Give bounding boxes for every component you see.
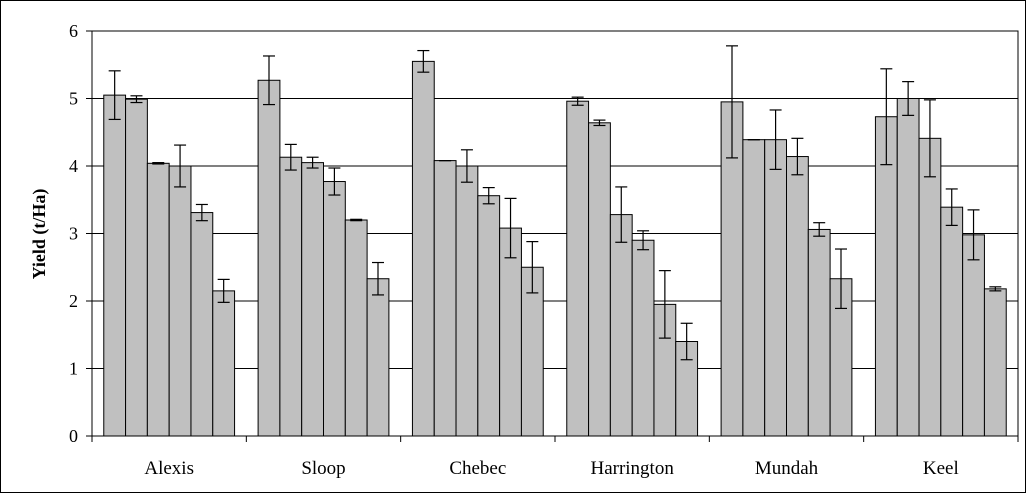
bar	[146, 162, 170, 437]
x-category-label: Alexis	[144, 458, 194, 479]
bar	[918, 137, 942, 437]
y-tick-label: 0	[69, 426, 78, 446]
x-category-label: Keel	[923, 458, 959, 479]
bar	[807, 228, 831, 437]
y-axis-title: Yield (t/Ha)	[29, 189, 50, 280]
bar	[962, 234, 985, 437]
bar	[764, 139, 788, 437]
bar	[301, 162, 325, 437]
x-category-label: Harrington	[590, 458, 674, 479]
bar	[279, 156, 303, 437]
y-tick-label: 4	[69, 156, 78, 176]
bar	[588, 122, 611, 437]
bar	[609, 214, 633, 437]
bar	[323, 181, 346, 437]
x-category-label: Mundah	[755, 458, 819, 479]
bar	[566, 100, 590, 437]
bar	[257, 79, 281, 437]
bar	[455, 165, 479, 437]
bar	[344, 219, 368, 437]
bar	[433, 160, 457, 437]
x-category-label: Chebec	[449, 458, 506, 479]
bar	[499, 227, 522, 437]
bar	[631, 239, 655, 437]
bar	[212, 290, 236, 437]
bar	[366, 278, 390, 437]
y-tick-label: 6	[69, 21, 78, 41]
y-tick-label: 1	[69, 359, 78, 379]
x-category-label: Sloop	[301, 458, 345, 479]
bar	[125, 98, 148, 437]
bar	[190, 212, 214, 437]
bar	[742, 139, 766, 437]
bar	[786, 156, 809, 437]
bar	[477, 195, 501, 437]
bar	[103, 94, 127, 437]
y-tick-label: 3	[69, 224, 78, 244]
bar	[940, 206, 964, 437]
y-tick-label: 5	[69, 89, 78, 109]
bar	[896, 98, 920, 437]
bar	[168, 165, 192, 437]
bar	[983, 288, 1007, 437]
y-tick-label: 2	[69, 291, 78, 311]
bar	[411, 60, 435, 437]
